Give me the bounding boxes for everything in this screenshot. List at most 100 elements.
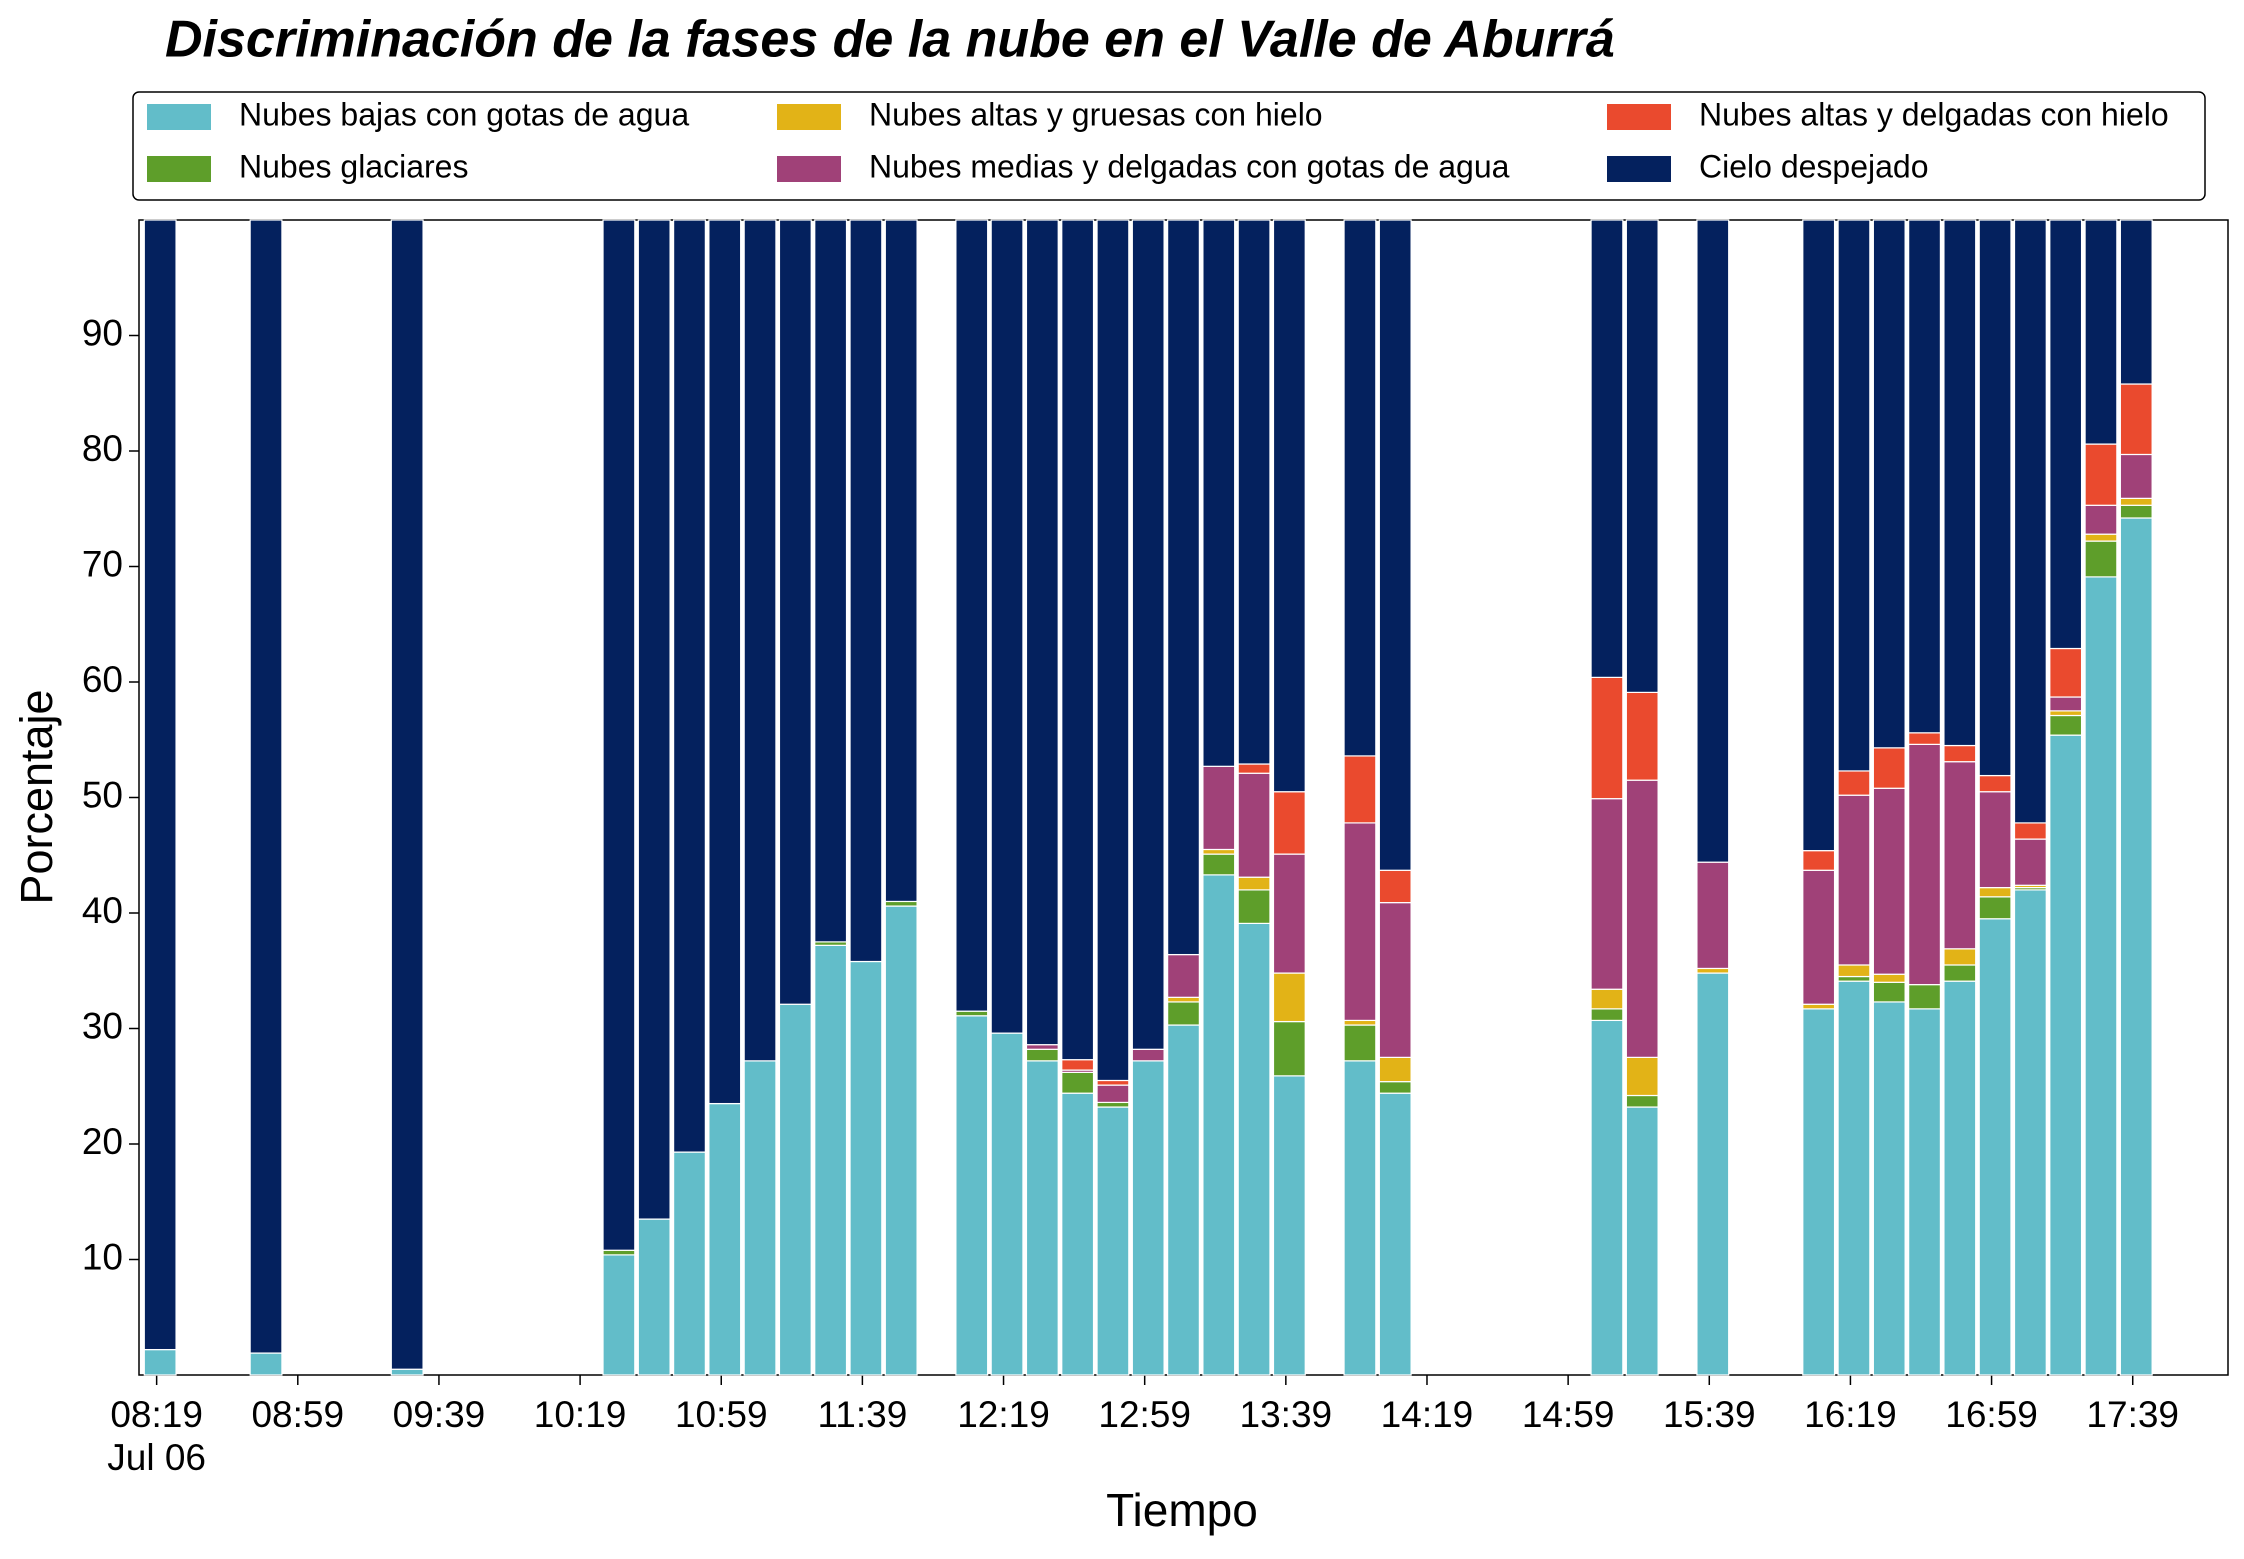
bar-segment bbox=[1872, 973, 1906, 983]
bar-segment bbox=[1872, 747, 1906, 789]
legend-swatch bbox=[777, 104, 841, 130]
bar-segment bbox=[1167, 996, 1200, 1003]
bar-segment bbox=[1096, 1079, 1130, 1086]
x-tick-label: 14:59 bbox=[1522, 1394, 1615, 1435]
bar-segment bbox=[1202, 765, 1236, 851]
y-tick-label: 80 bbox=[82, 428, 123, 469]
bar-segment bbox=[143, 1348, 177, 1376]
bar-segment bbox=[1061, 219, 1095, 1061]
y-tick-label: 90 bbox=[82, 312, 123, 353]
x-tick-label: 14:19 bbox=[1381, 1394, 1474, 1435]
bar-segment bbox=[1237, 922, 1271, 1376]
bar-segment bbox=[2013, 889, 2047, 1376]
x-tick-label: 09:39 bbox=[393, 1394, 486, 1435]
bar-segment bbox=[1343, 1060, 1377, 1376]
x-tick-label: 12:59 bbox=[1098, 1394, 1191, 1435]
bar-segment bbox=[1202, 853, 1236, 876]
bar-segment bbox=[1696, 972, 1730, 1376]
bar-segment bbox=[743, 1060, 777, 1376]
bar-segment bbox=[1978, 886, 2012, 898]
bar-segment bbox=[2084, 540, 2118, 578]
bar-segment bbox=[990, 219, 1024, 1034]
bar-segment bbox=[2084, 504, 2118, 535]
bar-segment bbox=[1943, 219, 1977, 747]
bar-segment bbox=[1378, 869, 1412, 904]
bar-segment bbox=[1802, 219, 1836, 852]
legend-box bbox=[132, 91, 2206, 201]
x-tick-label: 13:39 bbox=[1240, 1394, 1333, 1435]
x-axis-label: Tiempo bbox=[1106, 1484, 1258, 1536]
bar-segment bbox=[1025, 1048, 1059, 1062]
bar-segment bbox=[1943, 761, 1977, 950]
bar-segment bbox=[2119, 497, 2153, 506]
bar-segment bbox=[1061, 1092, 1095, 1376]
bar-segment bbox=[1096, 1106, 1130, 1376]
bar-segment bbox=[1908, 984, 1942, 1010]
bar-segment bbox=[1590, 219, 1624, 678]
bar-segment bbox=[2084, 443, 2118, 506]
x-tick-label: 10:19 bbox=[534, 1394, 627, 1435]
bar-segment bbox=[1343, 822, 1377, 1022]
bar-segment bbox=[1202, 874, 1236, 1376]
bar-segment bbox=[1802, 1008, 1836, 1376]
bar-segment bbox=[143, 219, 177, 1351]
bar-segment bbox=[1978, 791, 2012, 889]
bar-segment bbox=[637, 219, 671, 1220]
bar-segment bbox=[814, 944, 848, 1376]
legend-swatch bbox=[147, 156, 211, 182]
bar-segment bbox=[1943, 744, 1977, 763]
bar-segment bbox=[1025, 219, 1059, 1046]
chart-title: Discriminación de la fases de la nube en… bbox=[165, 11, 1615, 69]
bar-segment bbox=[1837, 975, 1871, 982]
legend-swatch bbox=[147, 104, 211, 130]
bar-segment bbox=[2119, 383, 2153, 456]
x-date-label: Jul 06 bbox=[107, 1437, 206, 1478]
bar-segment bbox=[1625, 779, 1659, 1058]
legend-swatch bbox=[1607, 104, 1671, 130]
bar-segment bbox=[673, 219, 706, 1153]
bar-segment bbox=[1237, 772, 1271, 878]
bar-segment bbox=[1908, 219, 1942, 734]
bar-segment bbox=[955, 219, 989, 1012]
bar-segment bbox=[673, 1151, 706, 1376]
bar-segment bbox=[1978, 896, 2012, 920]
bar-segment bbox=[1343, 1019, 1377, 1026]
bar-segment bbox=[1590, 676, 1624, 800]
bar-segment bbox=[1378, 1092, 1412, 1376]
bar-segment bbox=[1272, 972, 1306, 1023]
bar-segment bbox=[2119, 517, 2153, 1376]
bar-segment bbox=[1590, 988, 1624, 1010]
bar-segment bbox=[2049, 647, 2083, 698]
bar-segment bbox=[2084, 219, 2118, 445]
bar-segment bbox=[778, 219, 812, 1005]
bar-segment bbox=[1978, 918, 2012, 1376]
legend-label: Nubes glaciares bbox=[239, 148, 468, 184]
legend-swatch bbox=[777, 156, 841, 182]
bar-segment bbox=[1343, 219, 1377, 757]
bar-segment bbox=[1061, 1071, 1095, 1094]
bar-segment bbox=[1978, 774, 2012, 793]
bar-segment bbox=[249, 1352, 283, 1376]
legend-label: Nubes medias y delgadas con gotas de agu… bbox=[869, 148, 1510, 184]
bar-segment bbox=[1872, 219, 1906, 749]
bar-segment bbox=[955, 1015, 989, 1376]
bar-segment bbox=[637, 1218, 671, 1376]
x-tick-label: 11:39 bbox=[817, 1394, 907, 1435]
bar-segment bbox=[1908, 1008, 1942, 1376]
bar-segment bbox=[1802, 1003, 1836, 1010]
bar-segment bbox=[1167, 1001, 1200, 1026]
legend-label: Nubes bajas con gotas de agua bbox=[239, 96, 689, 132]
bar-segment bbox=[1378, 219, 1412, 871]
bar-segment bbox=[1237, 763, 1271, 774]
bar-segment bbox=[2013, 822, 2047, 840]
legend-label: Nubes altas y delgadas con hielo bbox=[1699, 96, 2169, 132]
bar-segment bbox=[1625, 1056, 1659, 1097]
bar-segment bbox=[2013, 219, 2047, 824]
bar-segment bbox=[249, 219, 283, 1354]
bar-segment bbox=[778, 1003, 812, 1376]
bar-segment bbox=[1625, 1106, 1659, 1376]
bar-segment bbox=[1202, 219, 1236, 767]
bar-segment bbox=[1237, 219, 1271, 765]
bar-segment bbox=[2119, 504, 2153, 519]
bar-segment bbox=[2049, 219, 2083, 650]
